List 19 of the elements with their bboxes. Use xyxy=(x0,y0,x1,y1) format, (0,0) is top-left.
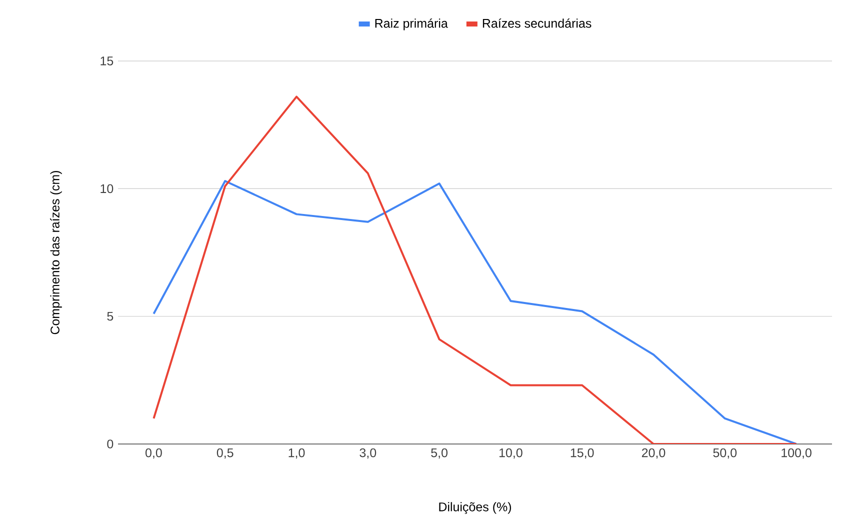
legend-label: Raiz primária xyxy=(375,18,448,30)
x-tick-label: 0,5 xyxy=(216,448,234,459)
legend-label: Raízes secundárias xyxy=(482,18,592,28)
x-tick-label: 1,0 xyxy=(288,448,305,459)
x-tick-label: 15,0 xyxy=(570,448,594,459)
x-axis-title: Diluições (%) xyxy=(439,502,512,514)
x-tick-label: 5,0 xyxy=(431,448,448,459)
x-tick-label: 20,0 xyxy=(642,448,666,459)
x-tick-label: 100,0 xyxy=(782,448,812,459)
y-tick-label: 5 xyxy=(107,312,114,321)
y-tick-label: 0 xyxy=(107,440,114,448)
x-tick-label: 0,0 xyxy=(146,448,162,459)
line-series xyxy=(152,180,798,444)
y-axis-title: Comprimento das raízes (cm) xyxy=(50,170,62,334)
y-tick-label: 10 xyxy=(100,184,114,194)
x-tick-label: 3,0 xyxy=(360,448,376,459)
y-tick-label: 15 xyxy=(100,56,114,66)
x-tick-label: 50,0 xyxy=(713,448,737,459)
x-tick-label: 10,0 xyxy=(500,448,522,459)
